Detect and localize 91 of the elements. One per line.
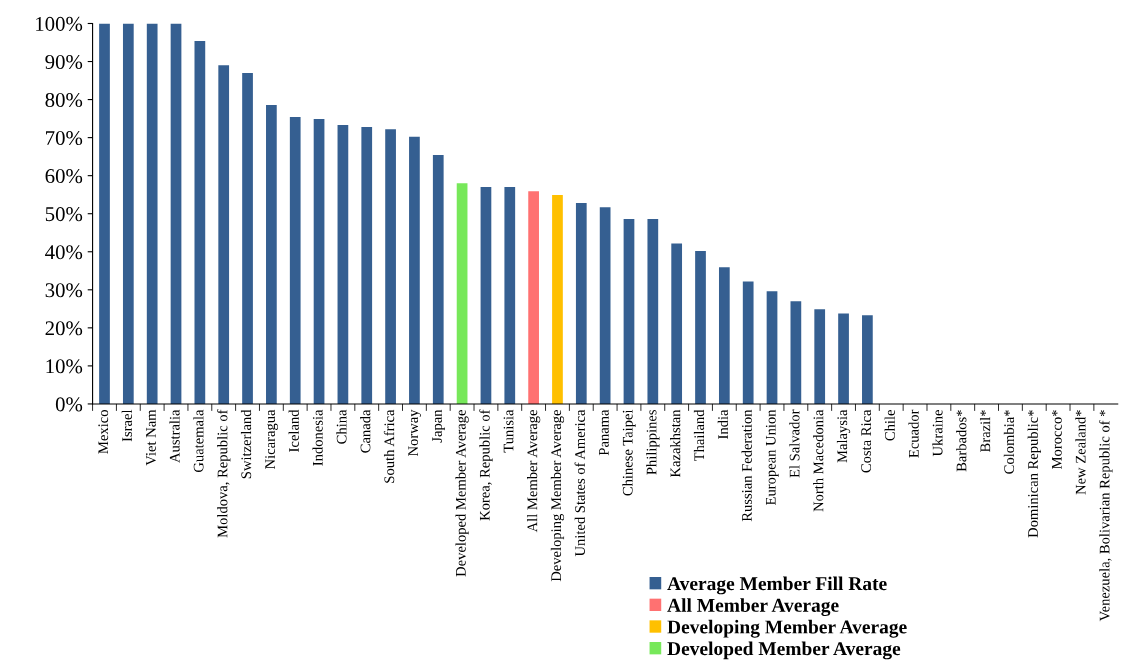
bar: [695, 251, 706, 404]
bar: [432, 155, 444, 404]
x-tick-label: Ecuador: [908, 409, 919, 458]
x-tick-label: Australia: [169, 409, 180, 463]
x-tick-label: Canada: [360, 409, 371, 453]
bar: [122, 23, 134, 404]
x-tick-label: Venezuela, Bolivarian Republic of *: [1099, 410, 1113, 622]
bar: [504, 187, 516, 404]
bar: [218, 65, 230, 404]
x-tick-label: Japan: [432, 409, 445, 443]
y-tick-label: 80%: [45, 92, 83, 108]
y-tick-label: 100%: [36, 16, 83, 31]
bar: [552, 195, 563, 404]
y-tick-label: 20%: [45, 321, 83, 336]
x-tick-label: El Salvador: [789, 409, 800, 478]
y-tick-label: 50%: [45, 207, 83, 222]
x-tick-label: Kazakhstan: [670, 409, 681, 478]
x-tick-label: Guatemala: [193, 409, 204, 473]
bar: [242, 72, 253, 404]
x-tick-label: Moldova, Republic of: [217, 409, 231, 538]
bar: [146, 23, 158, 404]
bar: [361, 126, 373, 404]
x-tick-label: All Member Average: [526, 410, 541, 533]
y-tick-label: 40%: [45, 245, 83, 260]
x-tick-label: Tunisia: [503, 409, 514, 453]
bar: [289, 117, 301, 404]
x-tick-label: Colombia*: [1003, 410, 1015, 474]
x-tick-label: Barbados*: [956, 410, 967, 472]
x-tick-label: Iceland: [288, 409, 299, 452]
legend-label: All Member Average: [667, 598, 839, 616]
x-tick-label: European Union: [765, 409, 779, 506]
bar: [838, 313, 849, 404]
x-tick-label: North Macedonia: [813, 409, 824, 512]
bar: [337, 125, 349, 404]
x-tick-label: Costa Rica: [861, 409, 872, 473]
y-tick-label: 0%: [55, 397, 83, 412]
bar: [647, 219, 659, 404]
x-tick-label: Dominican Republic*: [1027, 410, 1041, 538]
bar: [862, 315, 873, 404]
y-tick-label: 90%: [45, 54, 83, 70]
x-tick-label: Brazil*: [979, 410, 991, 452]
x-tick-label: Russian Federation: [741, 409, 752, 522]
bar: [814, 309, 826, 404]
x-tick-label: New Zealand*: [1075, 410, 1086, 495]
x-tick-label: South Africa: [383, 409, 395, 483]
bar: [266, 104, 277, 404]
bar: [575, 203, 587, 404]
x-tick-label: China: [336, 409, 347, 444]
y-tick-label: 70%: [46, 131, 83, 146]
bar: [385, 129, 396, 404]
bar: [718, 267, 730, 404]
bar: [313, 118, 325, 404]
x-tick-label: Indonesia: [312, 409, 323, 466]
legend-label: Developed Member Average: [667, 641, 901, 660]
bar: [790, 301, 802, 404]
bar: [409, 136, 420, 404]
bar: [480, 187, 492, 404]
x-tick-label: Developing Member Average: [550, 410, 565, 582]
bar: [671, 243, 683, 404]
legend-label: Average Member Fill Rate: [667, 576, 887, 595]
y-tick-label: 60%: [45, 169, 83, 184]
x-tick-label: Developed Member Average: [455, 410, 469, 577]
x-tick-label: Malaysia: [836, 409, 851, 463]
x-tick-label: Chinese Taipei: [622, 409, 636, 496]
bar: [599, 207, 611, 404]
x-tick-label: Morocco*: [1052, 410, 1062, 470]
bar: [456, 183, 468, 404]
bar: [623, 219, 635, 404]
x-tick-label: India: [717, 409, 728, 439]
x-tick-label: Ukraine: [932, 410, 943, 457]
x-tick-label: Panama: [599, 409, 609, 456]
x-tick-label: Switzerland: [240, 409, 252, 479]
bar: [528, 191, 539, 404]
x-tick-label: Mexico: [98, 410, 109, 454]
x-tick-label: Norway: [408, 409, 422, 457]
legend-label: Developing Member Average: [667, 619, 907, 638]
y-tick-label: 10%: [46, 359, 83, 374]
x-tick-label: Chile: [884, 410, 895, 441]
x-tick-label: United States of America: [574, 409, 585, 557]
bar: [742, 281, 754, 404]
x-tick-label: Nicaragua: [265, 409, 278, 469]
x-tick-label: Israel: [121, 409, 132, 442]
x-tick-label: Viet Nam: [146, 409, 156, 466]
bar: [99, 23, 110, 404]
x-tick-label: Philippines: [646, 410, 660, 475]
y-tick-label: 30%: [45, 283, 83, 298]
bar: [766, 291, 778, 404]
bar: [170, 23, 182, 404]
x-tick-label: Korea, Republic of: [479, 409, 493, 521]
bar: [194, 40, 206, 404]
x-tick-label: Thailand: [693, 409, 705, 462]
